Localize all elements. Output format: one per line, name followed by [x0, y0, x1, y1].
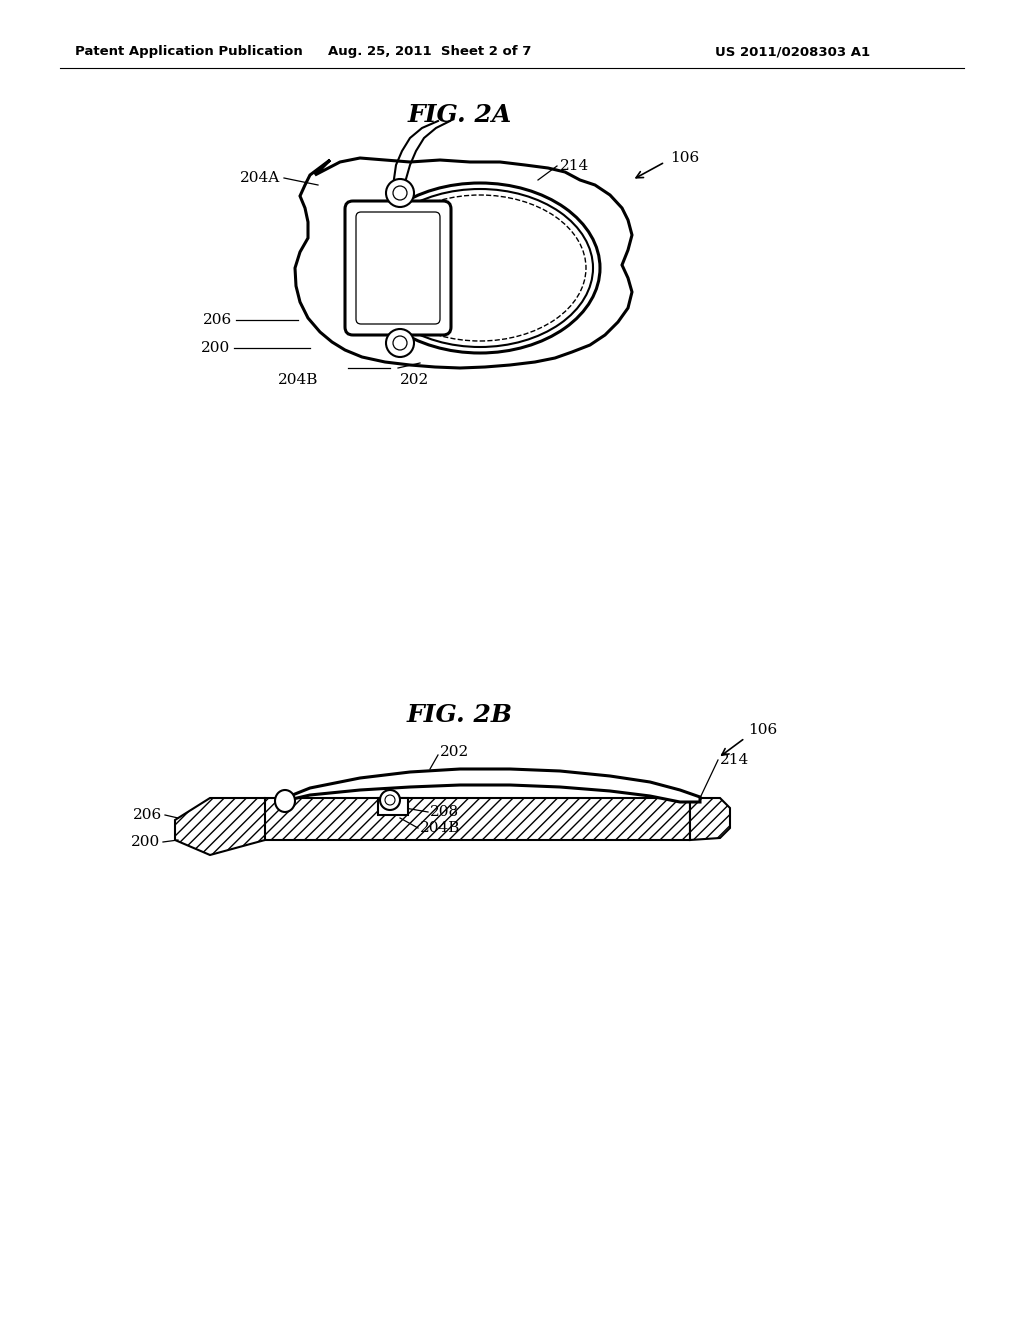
Polygon shape: [280, 770, 700, 803]
Text: 206: 206: [203, 313, 232, 327]
Polygon shape: [690, 799, 730, 840]
Text: US 2011/0208303 A1: US 2011/0208303 A1: [715, 45, 870, 58]
Text: 106: 106: [748, 723, 777, 737]
Text: FIG. 2B: FIG. 2B: [407, 704, 513, 727]
Text: 202: 202: [440, 744, 469, 759]
Polygon shape: [265, 799, 690, 840]
Text: 208: 208: [430, 805, 459, 818]
Text: Aug. 25, 2011  Sheet 2 of 7: Aug. 25, 2011 Sheet 2 of 7: [329, 45, 531, 58]
Text: 204B: 204B: [278, 374, 318, 387]
Circle shape: [386, 329, 414, 356]
Text: 214: 214: [560, 158, 589, 173]
Polygon shape: [295, 158, 632, 368]
Circle shape: [386, 180, 414, 207]
Text: Patent Application Publication: Patent Application Publication: [75, 45, 303, 58]
Circle shape: [380, 789, 400, 810]
Text: 200: 200: [201, 341, 230, 355]
Text: FIG. 2A: FIG. 2A: [408, 103, 512, 127]
Text: 214: 214: [720, 752, 750, 767]
Text: 106: 106: [670, 150, 699, 165]
Text: 206: 206: [133, 808, 162, 822]
FancyBboxPatch shape: [345, 201, 451, 335]
Ellipse shape: [275, 789, 295, 812]
Text: 202: 202: [400, 374, 429, 387]
Text: 200: 200: [131, 836, 160, 849]
Polygon shape: [175, 799, 272, 855]
Text: 204B: 204B: [420, 821, 461, 836]
Ellipse shape: [367, 189, 593, 347]
Text: 204A: 204A: [240, 172, 280, 185]
Polygon shape: [378, 799, 408, 814]
